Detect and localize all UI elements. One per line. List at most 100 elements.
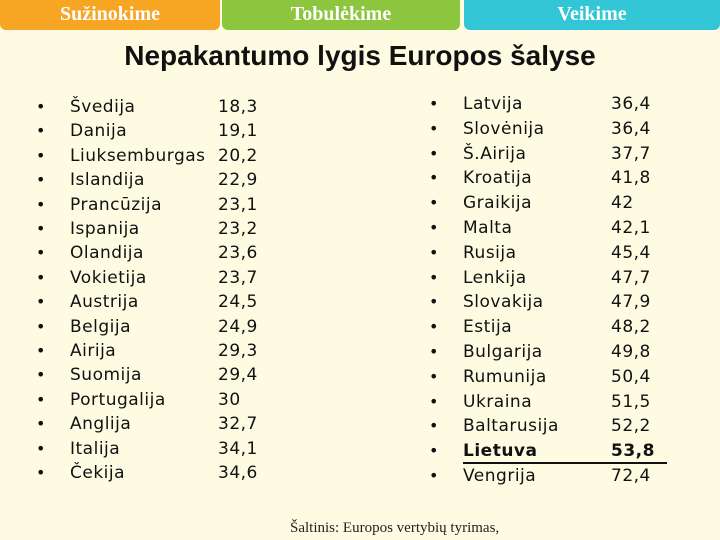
list-row: • Ispanija 23,2 bbox=[36, 219, 286, 243]
country-value: 32,7 bbox=[218, 414, 258, 435]
bullet: • bbox=[429, 168, 439, 188]
country-value: 49,8 bbox=[611, 342, 651, 362]
country-name: Čekija bbox=[70, 463, 126, 483]
country-name: Kroatija bbox=[463, 168, 533, 189]
list-row: • Italija 34,1 bbox=[36, 439, 286, 463]
list-row: • Vengrija 72,4 bbox=[429, 466, 679, 490]
country-name: Estija bbox=[463, 317, 513, 338]
country-value: 72,4 bbox=[611, 466, 651, 486]
list-row: • Austrija 24,5 bbox=[36, 292, 286, 316]
list-row: • Danija 19,1 bbox=[36, 121, 286, 145]
list-row: • Ukraina 51,5 bbox=[429, 392, 679, 416]
tab[interactable]: Veikime bbox=[464, 0, 720, 30]
slide-title: Nepakantumo lygis Europos šalyse bbox=[124, 40, 596, 71]
list-row: • Islandija 22,9 bbox=[36, 170, 286, 194]
list-row: • Lenkija 47,7 bbox=[429, 268, 679, 292]
country-name: Slovėnija bbox=[463, 118, 545, 139]
country-value: 36,4 bbox=[611, 118, 651, 139]
bullet: • bbox=[429, 366, 439, 386]
bullet: • bbox=[429, 292, 439, 312]
country-value: 30 bbox=[218, 389, 241, 410]
list-row: • Graikija 42 bbox=[429, 193, 679, 217]
list-row: • Rusija 45,4 bbox=[429, 243, 679, 267]
bullet: • bbox=[36, 219, 46, 238]
country-name: Rumunija bbox=[463, 366, 547, 387]
country-name: Austrija bbox=[70, 292, 139, 313]
tab[interactable]: Tobulėkime bbox=[222, 0, 460, 30]
bullet: • bbox=[429, 391, 439, 411]
country-name: Liuksemburgas bbox=[70, 145, 206, 166]
country-name: Rusija bbox=[463, 242, 517, 263]
bullet: • bbox=[429, 441, 439, 461]
bullet: • bbox=[36, 292, 46, 312]
country-value: 52,2 bbox=[611, 416, 651, 437]
country-name: Lenkija bbox=[463, 267, 527, 288]
country-name: Prancūzija bbox=[70, 194, 163, 215]
bullet: • bbox=[36, 243, 46, 263]
list-row: • Anglija 32,7 bbox=[36, 414, 286, 438]
country-value: 48,2 bbox=[611, 317, 651, 338]
country-value: 18,3 bbox=[218, 97, 258, 117]
country-value: 41,8 bbox=[611, 168, 651, 189]
tab[interactable]: Sužinokime bbox=[0, 0, 220, 30]
country-value: 20,2 bbox=[218, 145, 258, 166]
bullet: • bbox=[36, 414, 46, 434]
bullet: • bbox=[36, 121, 46, 141]
bullet: • bbox=[429, 466, 439, 485]
country-name: Baltarusija bbox=[463, 416, 559, 437]
bullet: • bbox=[429, 218, 439, 237]
bullet: • bbox=[429, 118, 439, 138]
country-name: Slovakija bbox=[463, 292, 544, 313]
list-row: • Švedija 18,3 bbox=[36, 97, 286, 121]
list-row: • Estija 48,2 bbox=[429, 317, 679, 341]
bullet: • bbox=[36, 316, 46, 336]
bullet: • bbox=[429, 317, 439, 337]
country-name: Belgija bbox=[70, 316, 131, 337]
country-value: 23,7 bbox=[218, 267, 258, 288]
list-row: • Š.Airija 37,7 bbox=[429, 144, 679, 168]
bullet: • bbox=[36, 463, 46, 482]
country-name: Bulgarija bbox=[463, 342, 543, 362]
country-value: 34,6 bbox=[218, 463, 258, 483]
bullet: • bbox=[36, 170, 46, 190]
list-row: • Vokietija 23,7 bbox=[36, 268, 286, 292]
country-name: Š.Airija bbox=[463, 143, 527, 164]
source-note: Šaltinis: Europos vertybių tyrimas, bbox=[290, 520, 500, 536]
list-row: • Čekija 34,6 bbox=[36, 463, 286, 487]
list-row: • Slovakija 47,9 bbox=[429, 292, 679, 316]
country-value: 22,9 bbox=[218, 170, 258, 191]
country-value: 50,4 bbox=[611, 366, 651, 387]
list-row: • Airija 29,3 bbox=[36, 341, 286, 365]
country-value: 29,3 bbox=[218, 341, 258, 361]
list-row: • Bulgarija 49,8 bbox=[429, 342, 679, 366]
country-value: 51,5 bbox=[611, 391, 651, 412]
country-name: Lietuva bbox=[463, 441, 538, 462]
bullet: • bbox=[36, 145, 46, 165]
country-value: 23,6 bbox=[218, 243, 258, 264]
bullet: • bbox=[36, 365, 46, 385]
list-row: • Lietuva 53,8 bbox=[429, 441, 679, 465]
country-name: Danija bbox=[70, 121, 128, 142]
list-row: • Belgija 24,9 bbox=[36, 317, 286, 341]
country-value: 37,7 bbox=[611, 143, 651, 164]
list-row: • Slovėnija 36,4 bbox=[429, 119, 679, 143]
list-row: • Malta 42,1 bbox=[429, 218, 679, 242]
country-name: Latvija bbox=[463, 94, 523, 114]
country-name: Portugalija bbox=[70, 389, 166, 410]
country-name: Graikija bbox=[463, 193, 533, 214]
bullet: • bbox=[36, 341, 46, 360]
country-name: Vokietija bbox=[70, 267, 147, 288]
list-row: • Prancūzija 23,1 bbox=[36, 195, 286, 219]
country-value: 53,8 bbox=[611, 441, 655, 462]
list-row: • Liuksemburgas 20,2 bbox=[36, 146, 286, 170]
bullet: • bbox=[36, 194, 46, 214]
country-name: Airija bbox=[70, 341, 117, 361]
bullet: • bbox=[429, 193, 439, 213]
list-row: • Kroatija 41,8 bbox=[429, 168, 679, 192]
country-name: Olandija bbox=[70, 243, 144, 264]
country-value: 23,2 bbox=[218, 219, 258, 239]
list-row: • Portugalija 30 bbox=[36, 390, 286, 414]
country-name: Italija bbox=[70, 438, 121, 459]
country-value: 19,1 bbox=[218, 121, 258, 142]
